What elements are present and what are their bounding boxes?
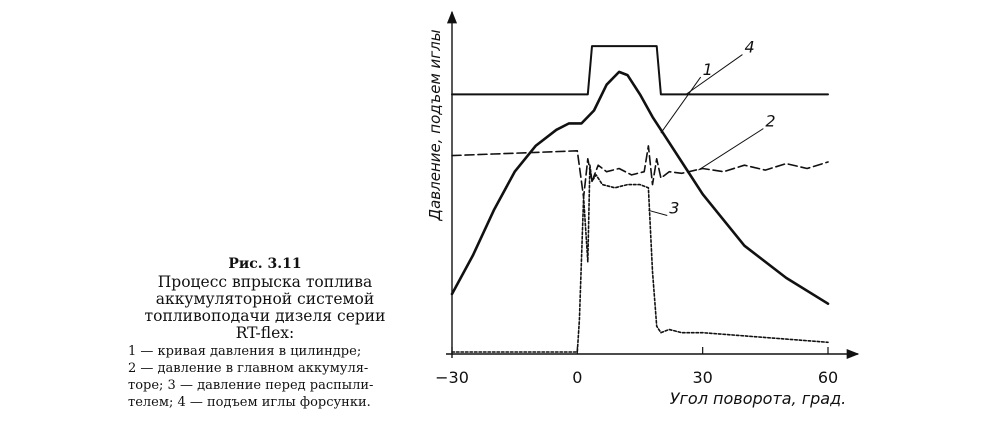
annotation-leader-1 <box>660 76 702 134</box>
figure-title: Процесс впрыска топлива аккумуляторной с… <box>120 274 410 342</box>
annotation-leader-4 <box>685 54 743 95</box>
series-4-line <box>451 45 829 96</box>
annotations: 1 2 3 4 <box>648 38 776 218</box>
x-axis-label: Угол поворота, град. <box>670 389 846 408</box>
annotation-label-1: 1 <box>703 60 713 79</box>
figure-caption: Рис. 3.11 Процесс впрыска топлива аккуму… <box>120 256 410 342</box>
figure-number: Рис. 3.11 <box>228 256 302 272</box>
annotation-label-4: 4 <box>744 38 754 57</box>
series-2-line <box>451 145 829 199</box>
annotation-leader-2 <box>698 128 764 171</box>
legend-line: 1 — кривая давления в цилиндре; <box>128 344 362 359</box>
series-1-line <box>450 70 830 305</box>
figure-title-line: аккумуляторной системой <box>155 290 375 308</box>
figure-legend: 1 — кривая давления в цилиндре; 2 — давл… <box>128 343 400 411</box>
legend-line: 2 — давление в главном аккумуля- <box>128 361 369 376</box>
figure-title-line: Процесс впрыска топлива <box>157 273 373 291</box>
y-axis-label: Давление, подъем иглы <box>426 29 444 221</box>
figure-title-line: RT-flex: <box>235 324 295 342</box>
x-tick-label: 60 <box>818 368 838 387</box>
legend-line: телем; 4 — подъем иглы форсунки. <box>128 395 371 410</box>
x-tick-label: −30 <box>435 368 469 387</box>
figure-title-line: топливоподачи дизеля серии <box>144 307 386 325</box>
series-layer <box>450 45 830 353</box>
annotation-label-2: 2 <box>765 112 775 131</box>
series-3-line <box>451 164 829 353</box>
x-ticks: −30 0 30 60 <box>435 347 838 387</box>
x-tick-label: 30 <box>692 368 712 387</box>
annotation-leader-3 <box>648 209 668 217</box>
x-tick-label: 0 <box>572 368 582 387</box>
legend-line: торе; 3 — давление перед распыли- <box>128 378 374 393</box>
annotation-label-3: 3 <box>669 199 679 218</box>
